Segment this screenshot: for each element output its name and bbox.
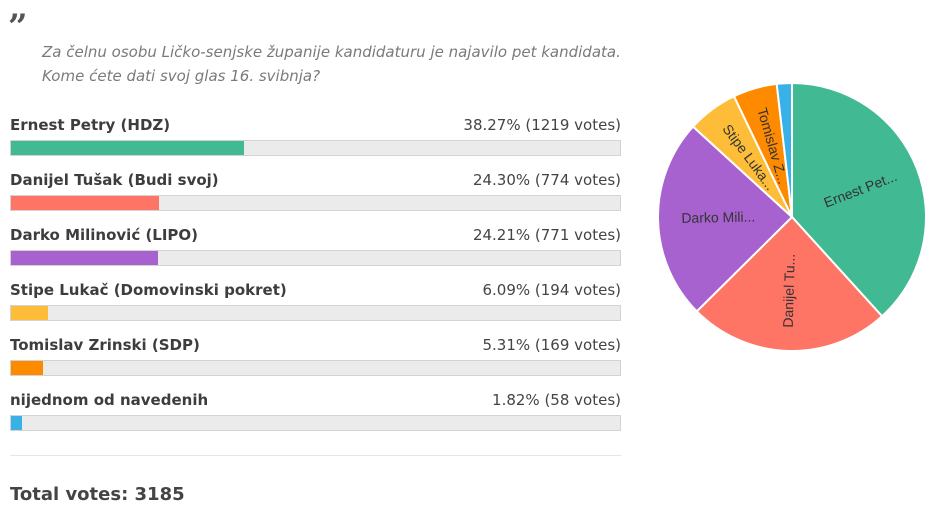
progress-bar xyxy=(10,415,621,431)
poll-option: nijednom od navedenih 1.82% (58 votes) xyxy=(10,388,621,443)
progress-bar xyxy=(10,250,621,266)
option-label: Tomislav Zrinski (SDP) xyxy=(10,336,200,354)
option-label: Ernest Petry (HDZ) xyxy=(10,116,171,134)
progress-bar xyxy=(10,140,621,156)
option-label: Darko Milinović (LIPO) xyxy=(10,226,199,244)
pie-slice xyxy=(657,125,794,313)
option-label: nijednom od navedenih xyxy=(10,391,209,409)
option-stat: 24.21% (771 votes) xyxy=(472,226,621,244)
option-label: Stipe Lukač (Domovinski pokret) xyxy=(10,281,287,299)
pie-slice xyxy=(695,215,884,352)
poll-results-list: Ernest Petry (HDZ) 38.27% (1219 votes) Dan… xyxy=(10,113,621,443)
poll-option: Tomislav Zrinski (SDP) 5.31% (169 votes) xyxy=(10,333,621,388)
pie-slice-label: Danijel Tu... xyxy=(780,253,798,327)
progress-bar-fill xyxy=(11,141,245,155)
option-stat: 1.82% (58 votes) xyxy=(492,391,621,409)
pie-slice-label: Darko Mili... xyxy=(681,208,755,225)
poll-question: Za čelnu osobu Ličko-senjske županije ka… xyxy=(42,40,622,88)
option-stat: 6.09% (194 votes) xyxy=(482,281,621,299)
progress-bar xyxy=(10,360,621,376)
divider xyxy=(10,455,621,456)
poll-option: Stipe Lukač (Domovinski pokret) 6.09% (19… xyxy=(10,278,621,333)
pie-slice xyxy=(791,81,927,318)
poll-option: Ernest Petry (HDZ) 38.27% (1219 votes) xyxy=(10,113,621,168)
question-line-1: Za čelnu osobu Ličko-senjske županije ka… xyxy=(42,43,621,61)
option-stat: 38.27% (1219 votes) xyxy=(463,116,621,134)
pie-chart-svg: Ernest Pet...Danijel Tu...Darko Mili...S… xyxy=(657,81,927,352)
progress-bar-fill xyxy=(11,361,44,375)
option-label: Danijel Tušak (Budi svoj) xyxy=(10,171,219,189)
progress-bar-fill xyxy=(11,251,159,265)
total-votes: Total votes: 3185 xyxy=(10,484,185,505)
progress-bar-fill xyxy=(11,196,159,210)
progress-bar xyxy=(10,305,621,321)
quote-icon: ” xyxy=(8,7,28,47)
poll-option: Darko Milinović (LIPO) 24.21% (771 votes) xyxy=(10,223,621,278)
progress-bar-fill xyxy=(11,306,49,320)
option-stat: 24.30% (774 votes) xyxy=(472,171,621,189)
poll-option: Danijel Tušak (Budi svoj) 24.30% (774 vot… xyxy=(10,168,621,223)
question-line-2: Kome ćete dati svoj glas 16. svibnja? xyxy=(42,67,321,85)
progress-bar xyxy=(10,195,621,211)
results-pie-chart: Ernest Pet... Danijel Tu... Darko Mili... S… xyxy=(655,80,930,355)
option-stat: 5.31% (169 votes) xyxy=(482,336,621,354)
pie-slice xyxy=(775,81,793,218)
progress-bar-fill xyxy=(11,416,23,430)
